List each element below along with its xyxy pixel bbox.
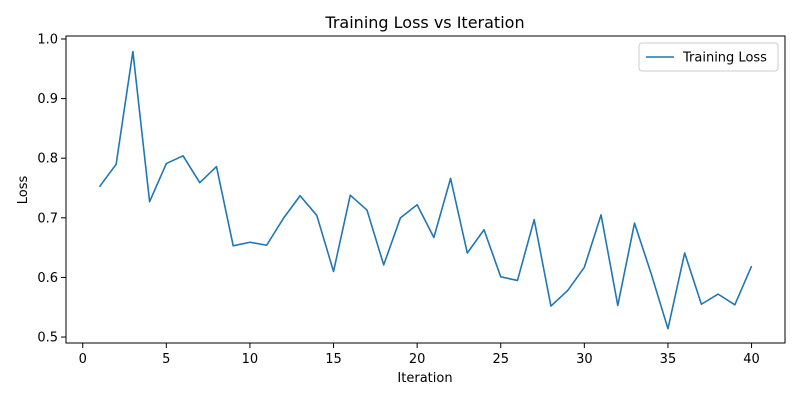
legend-box xyxy=(638,42,779,72)
x-tick-label: 40 xyxy=(743,352,760,367)
x-tick-label: 30 xyxy=(576,352,593,367)
y-axis-label: Loss xyxy=(16,176,31,205)
y-tick-label: 0.7 xyxy=(37,211,58,226)
legend-entry-training-loss: Training Loss xyxy=(682,51,767,66)
y-tick-label: 0.9 xyxy=(37,92,58,107)
x-tick-label: 15 xyxy=(325,352,342,367)
x-axis-label: Iteration xyxy=(397,371,452,386)
x-tick-label: 20 xyxy=(409,352,426,367)
y-tick-label: 0.6 xyxy=(37,271,58,286)
x-tick-label: 10 xyxy=(242,352,259,367)
y-axis-ticks: 0.5 0.6 0.7 0.8 0.9 1.0 xyxy=(37,32,66,346)
series-line-training-loss xyxy=(98,50,753,330)
x-axis-ticks: 0 5 10 15 20 25 30 35 40 xyxy=(79,343,760,367)
plot-frame xyxy=(65,35,786,344)
x-tick-label: 0 xyxy=(79,352,87,367)
x-tick-label: 5 xyxy=(162,352,170,367)
x-tick-label: 35 xyxy=(660,352,677,367)
plot-area xyxy=(98,50,753,330)
y-tick-label: 0.5 xyxy=(37,331,58,346)
legend: Training Loss xyxy=(638,42,779,72)
x-tick-label: 25 xyxy=(492,352,509,367)
y-tick-label: 1.0 xyxy=(37,32,58,47)
chart-title: Training Loss vs Iteration xyxy=(324,13,524,32)
y-tick-label: 0.8 xyxy=(37,152,58,167)
